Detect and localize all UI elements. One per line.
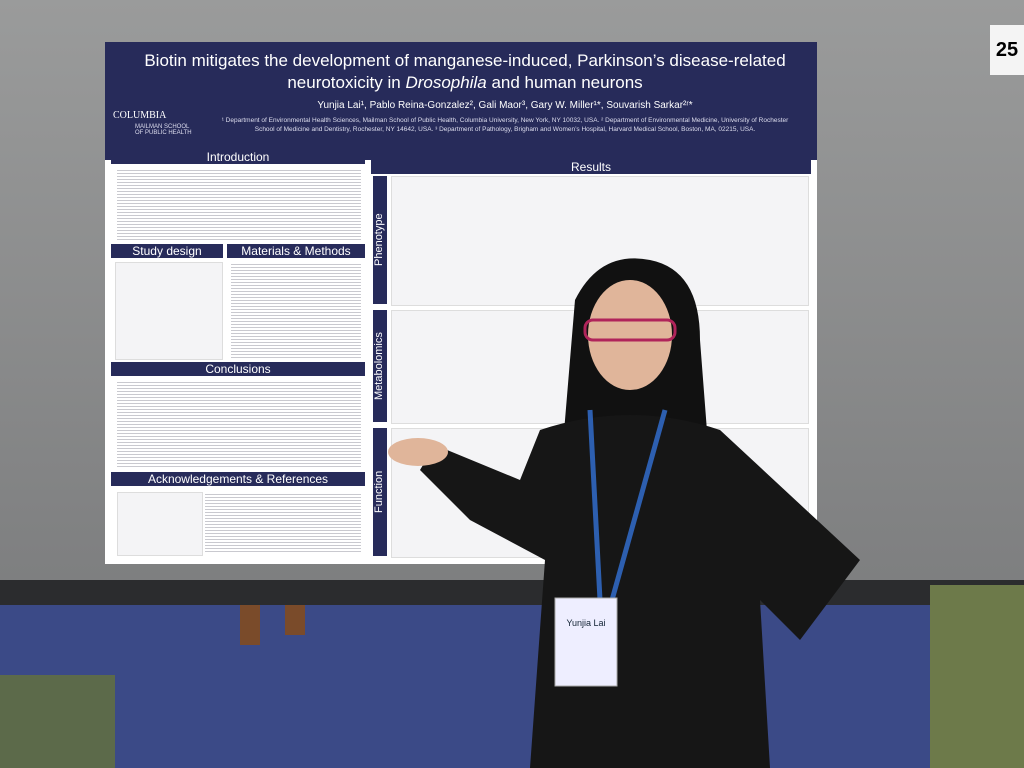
section-header: Results	[371, 160, 811, 174]
title-text: Biotin mitigates the development of mang…	[144, 51, 786, 92]
section-header: Study design	[111, 244, 223, 258]
logo-school: MAILMAN SCHOOL OF PUBLIC HEALTH	[135, 124, 192, 136]
title-text: and human neurons	[486, 73, 643, 92]
section-header: Conclusions	[111, 362, 365, 376]
authors: Yunjia Lai¹, Pablo Reina-Gonzalez², Gali…	[317, 100, 693, 111]
board-number: 25	[990, 25, 1024, 75]
badge-name: Yunjia Lai	[566, 618, 606, 628]
poster-header	[105, 42, 817, 160]
carpet	[0, 605, 1024, 768]
affiliations: ¹ Department of Environmental Health Sci…	[221, 117, 789, 133]
poster-title: Biotin mitigates the development of mang…	[120, 50, 810, 94]
section-header: Materials & Methods	[227, 244, 365, 258]
face	[588, 280, 672, 390]
text-block	[205, 492, 361, 554]
logo: COLUMBIA	[113, 110, 167, 121]
text-block	[231, 262, 361, 358]
badge	[554, 597, 618, 687]
text-block	[117, 168, 361, 240]
section-header: Introduction	[111, 150, 365, 164]
chair	[930, 585, 1024, 768]
lanyard	[587, 409, 668, 601]
figure	[115, 262, 223, 360]
section-header: Acknowledgements & References	[111, 472, 365, 486]
logos	[117, 492, 203, 556]
chair	[0, 675, 115, 768]
shoes	[240, 605, 305, 645]
text-block	[117, 380, 361, 468]
hand	[388, 438, 448, 466]
title-italic: Drosophila	[405, 73, 487, 92]
blazer	[420, 415, 860, 768]
glasses	[583, 318, 677, 342]
